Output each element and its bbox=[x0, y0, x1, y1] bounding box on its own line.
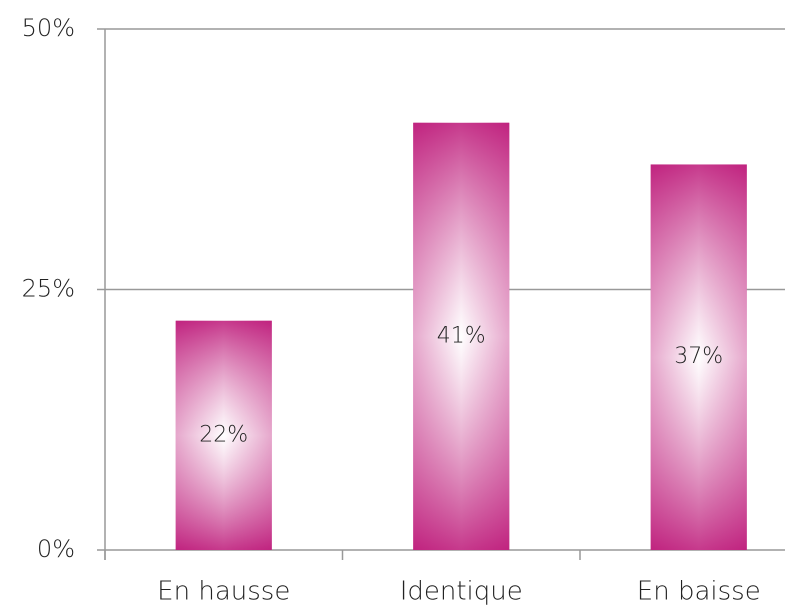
y-tick-label: 0% bbox=[37, 535, 75, 563]
value-label: 22% bbox=[199, 422, 248, 447]
bar-shine bbox=[650, 164, 747, 550]
y-tick-label: 50% bbox=[22, 14, 75, 42]
x-tick-label: En baisse bbox=[637, 577, 761, 607]
value-label: 37% bbox=[674, 344, 723, 369]
y-tick-label: 25% bbox=[22, 275, 75, 303]
bar-shine bbox=[175, 320, 272, 550]
x-tick-label: En hausse bbox=[157, 577, 290, 607]
bar-shine bbox=[413, 122, 510, 550]
value-label: 41% bbox=[437, 323, 486, 348]
x-tick-label: Identique bbox=[400, 577, 523, 607]
